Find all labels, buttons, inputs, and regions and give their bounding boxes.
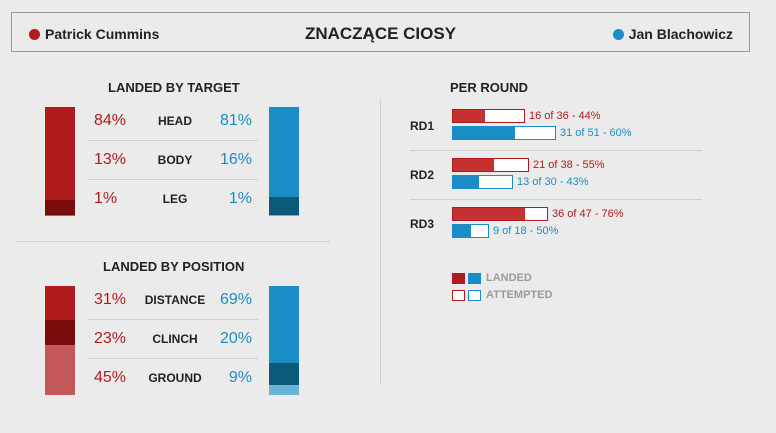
round-2-right-bar	[452, 175, 513, 189]
position-left-clinch-segment	[45, 320, 75, 346]
target-body-label: BODY	[157, 153, 193, 167]
round-3-right-bar-fill	[453, 225, 471, 237]
position-clinch-right-pct: 20%	[219, 330, 252, 347]
round-3-left-bar-fill	[453, 208, 525, 220]
red-dot-icon	[29, 28, 40, 40]
target-left-leg-segment	[45, 214, 75, 216]
position-ground-label: GROUND	[148, 371, 202, 385]
position-right-clinch-segment	[269, 362, 299, 385]
position-ground-left-pct: 45%	[94, 369, 127, 386]
round-2-left-text: 21 of 38 - 55%	[533, 159, 605, 171]
column-divider	[380, 100, 381, 383]
round-3-label: RD3	[410, 217, 435, 231]
position-left-distance-segment	[45, 286, 75, 321]
legend-landed-red-swatch	[452, 272, 465, 284]
fighter-right-name: Jan Blachowicz	[628, 26, 733, 42]
round-1-left-text: 16 of 36 - 44%	[529, 110, 601, 122]
round-2-left-bar	[452, 158, 529, 172]
legend-landed: LANDED	[452, 270, 552, 286]
round-3-left-bar	[452, 207, 548, 221]
position-ground-right-pct: 9%	[228, 369, 252, 386]
target-leg-left-pct: 1%	[94, 190, 118, 207]
header-box: Patrick Cummins ZNACZĄCE CIOSY Jan Blach…	[11, 12, 750, 52]
target-leg-right-pct: 1%	[228, 190, 252, 207]
position-row-clinch: 23% CLINCH 20%	[88, 320, 258, 359]
landed-by-target-title: LANDED BY TARGET	[108, 80, 240, 95]
position-clinch-left-pct: 23%	[94, 330, 127, 347]
round-1: RD1 16 of 36 - 44% 31 of 51 - 60%	[410, 101, 702, 151]
fighter-left-name: Patrick Cummins	[45, 26, 160, 42]
round-1-left-bar-fill	[453, 110, 485, 122]
legend-attempted: ATTEMPTED	[452, 287, 552, 303]
target-body-left-pct: 13%	[94, 151, 127, 168]
round-1-right-bar	[452, 126, 556, 140]
position-clinch-label: CLINCH	[152, 332, 198, 346]
section-divider	[15, 241, 330, 242]
target-right-stack	[269, 107, 299, 216]
target-head-left-pct: 84%	[94, 112, 127, 129]
fighter-left: Patrick Cummins	[29, 26, 159, 42]
legend-landed-blue-swatch	[468, 272, 481, 284]
blue-dot-icon	[612, 28, 624, 40]
target-left-stack	[45, 107, 75, 216]
position-left-stack	[45, 286, 75, 395]
target-right-head-segment	[269, 107, 299, 198]
position-distance-left-pct: 31%	[94, 291, 127, 308]
round-1-right-text: 31 of 51 - 60%	[560, 127, 632, 139]
legend-attempted-blue-swatch	[468, 289, 481, 301]
page-title: ZNACZĄCE CIOSY	[304, 24, 457, 43]
target-row-leg: 1% LEG 1%	[88, 180, 258, 218]
position-right-ground-segment	[269, 384, 299, 395]
position-row-ground: 45% GROUND 9%	[88, 359, 258, 397]
round-3-right-bar	[452, 224, 489, 238]
fighter-right: Jan Blachowicz	[612, 26, 733, 42]
target-right-body-segment	[269, 197, 299, 215]
target-body-right-pct: 16%	[219, 151, 252, 168]
round-2-left-bar-fill	[453, 159, 495, 171]
position-left-ground-segment	[45, 345, 75, 395]
round-2: RD2 21 of 38 - 55% 13 of 30 - 43%	[410, 150, 702, 200]
legend-attempted-red-swatch	[452, 289, 465, 301]
round-1-right-bar-fill	[453, 127, 515, 139]
target-left-head-segment	[45, 107, 75, 201]
round-2-right-text: 13 of 30 - 43%	[517, 176, 589, 188]
round-3-left-text: 36 of 47 - 76%	[552, 208, 624, 220]
target-row-body: 13% BODY 16%	[88, 141, 258, 180]
per-round-title: PER ROUND	[450, 80, 529, 95]
round-1-label: RD1	[410, 119, 435, 133]
target-head-right-pct: 81%	[219, 112, 252, 129]
round-3-right-text: 9 of 18 - 50%	[493, 225, 559, 237]
position-right-distance-segment	[269, 286, 299, 363]
position-row-distance: 31% DISTANCE 69%	[88, 281, 258, 320]
round-1-left-bar	[452, 109, 525, 123]
position-distance-right-pct: 69%	[219, 291, 252, 308]
position-distance-label: DISTANCE	[144, 293, 206, 307]
target-head-label: HEAD	[157, 114, 192, 128]
target-row-head: 84% HEAD 81%	[88, 102, 258, 141]
legend-attempted-label: ATTEMPTED	[486, 289, 553, 301]
round-3: RD3 36 of 47 - 76% 9 of 18 - 50%	[410, 199, 702, 248]
target-leg-label: LEG	[162, 192, 188, 206]
legend-landed-label: LANDED	[486, 272, 532, 284]
target-right-leg-segment	[269, 214, 299, 216]
round-2-label: RD2	[410, 168, 435, 182]
target-left-body-segment	[45, 200, 75, 215]
legend: LANDED ATTEMPTED	[452, 270, 552, 303]
position-right-stack	[269, 286, 299, 395]
landed-by-position-title: LANDED BY POSITION	[103, 259, 245, 274]
round-2-right-bar-fill	[453, 176, 479, 188]
